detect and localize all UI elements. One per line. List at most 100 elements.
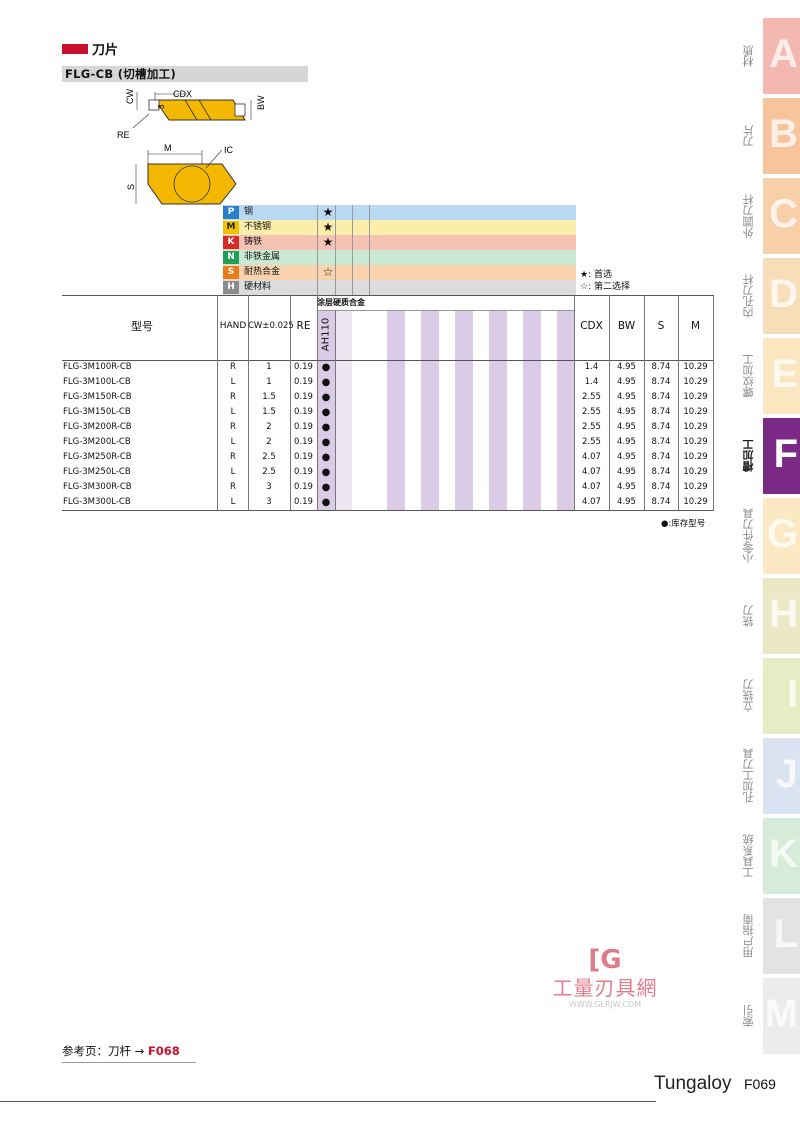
cell-re: 0.19	[294, 392, 313, 402]
cell-hand: R	[230, 362, 236, 372]
cell-re: 0.19	[294, 467, 313, 477]
tab-label: 工具系统	[742, 834, 755, 878]
page-title: 刀片	[92, 43, 119, 58]
cell-cw: 3	[266, 482, 272, 492]
cell-stock: ●	[321, 467, 331, 478]
tab-b[interactable]: 刀片 B	[742, 98, 800, 174]
material-name: 不锈钢	[244, 222, 272, 232]
cell-hand: L	[230, 407, 236, 417]
grid-divider	[369, 205, 370, 295]
tab-letter: C	[769, 192, 798, 236]
tab-label: 材质	[742, 45, 755, 67]
table-row: FLG-3M150L-CB L 1.5 0.19 ● 2.55 4.95 8.7…	[62, 405, 714, 420]
tab-d[interactable]: 内孔刀杆 D	[742, 258, 800, 334]
cell-s: 8.74	[651, 482, 671, 492]
table-row: FLG-3M100L-CB L 1 0.19 ● 1.4 4.95 8.74 1…	[62, 375, 714, 390]
cell-model: FLG-3M200L-CB	[63, 437, 131, 447]
header-cdx: CDX	[580, 320, 603, 332]
cell-stock: ●	[321, 422, 331, 433]
cell-bw: 4.95	[617, 467, 636, 477]
column-divider	[713, 295, 714, 511]
tab-g[interactable]: 小零件刀具 G	[742, 498, 800, 574]
cell-cw: 2	[266, 437, 272, 447]
cell-model: FLG-3M150L-CB	[63, 407, 131, 417]
reference-link[interactable]: 参考页：刀杆 → F068	[62, 1043, 180, 1059]
cell-model: FLG-3M300L-CB	[63, 497, 131, 507]
tab-e[interactable]: 螺纹加工 E	[742, 338, 800, 414]
cell-stock: ●	[321, 497, 331, 508]
column-divider	[317, 295, 318, 511]
cell-cw: 2.5	[262, 452, 276, 462]
tab-letter: E	[771, 352, 798, 396]
table-row: FLG-3M150R-CB R 1.5 0.19 ● 2.55 4.95 8.7…	[62, 390, 714, 405]
cell-cw: 2	[266, 422, 272, 432]
column-divider	[335, 310, 336, 511]
tab-label: 小零件刀具	[742, 508, 755, 564]
material-code-badge: S	[223, 266, 239, 279]
cell-model: FLG-3M100R-CB	[63, 362, 132, 372]
header-model: 型号	[131, 320, 153, 333]
header-bw: BW	[617, 320, 636, 332]
tab-i[interactable]: 立铣刀 I	[742, 658, 800, 734]
material-name: 铸铁	[244, 237, 263, 247]
cell-bw: 4.95	[617, 497, 636, 507]
tab-c[interactable]: 外圆刀杆 C	[742, 178, 800, 254]
header-cw: CW±0.025	[248, 321, 294, 331]
table-row: FLG-3M250R-CB R 2.5 0.19 ● 4.07 4.95 8.7…	[62, 450, 714, 465]
cell-cdx: 2.55	[582, 422, 601, 432]
cell-model: FLG-3M100L-CB	[63, 377, 131, 387]
material-row-p: P 钢 ★	[223, 205, 576, 220]
cw-label: CW	[125, 89, 135, 104]
cell-re: 0.19	[294, 377, 313, 387]
material-row-k: K 铸铁 ★	[223, 235, 576, 250]
cell-cdx: 4.07	[582, 452, 601, 462]
tab-k[interactable]: 工具系统 K	[742, 818, 800, 894]
cell-re: 0.19	[294, 422, 313, 432]
header-hand: HAND	[219, 321, 247, 331]
cell-model: FLG-3M250L-CB	[63, 467, 131, 477]
material-name: 钢	[244, 207, 254, 217]
header-grade-ah110: AH110	[320, 317, 332, 352]
insert-top-view-drawing: CW CDX BW RE 3	[115, 86, 266, 146]
cell-stock: ●	[321, 377, 331, 388]
tab-h[interactable]: 铣刀 H	[742, 578, 800, 654]
reference-page[interactable]: F068	[147, 1044, 180, 1058]
cell-cw: 1	[266, 362, 272, 372]
cell-s: 8.74	[651, 497, 671, 507]
legend-first-choice: ★: 首选	[580, 270, 612, 280]
cell-re: 0.19	[294, 482, 313, 492]
cell-cdx: 2.55	[582, 392, 601, 402]
tab-label: 内孔刀杆	[742, 274, 755, 318]
tab-l[interactable]: 用户指南 L	[742, 898, 800, 974]
cell-m: 10.29	[683, 497, 708, 507]
cell-m: 10.29	[683, 392, 708, 402]
cell-stock: ●	[321, 407, 331, 418]
cell-stock: ●	[321, 362, 331, 373]
material-name: 耐热合金	[244, 267, 281, 277]
cell-model: FLG-3M200R-CB	[63, 422, 132, 432]
tab-label: 外圆刀杆	[742, 194, 755, 238]
tab-m[interactable]: 索引 M	[742, 978, 800, 1054]
tab-label: 孔加工刀具	[742, 748, 755, 804]
header-coated-carbide: 涂层硬质合金	[317, 298, 365, 307]
tab-j[interactable]: 孔加工刀具 J	[742, 738, 800, 814]
column-divider	[609, 295, 610, 511]
tab-a[interactable]: 材质 A	[742, 18, 800, 94]
grid-divider	[352, 205, 353, 295]
tab-label: 铣刀	[742, 605, 755, 627]
cell-s: 8.74	[651, 377, 671, 387]
header-re: RE	[296, 320, 311, 332]
cell-cdx: 4.07	[582, 482, 601, 492]
cell-hand: R	[230, 482, 236, 492]
cell-bw: 4.95	[617, 482, 636, 492]
recommendation-mark: ★	[322, 220, 334, 234]
tab-label: 索引	[742, 1005, 755, 1027]
re-label: RE	[117, 130, 130, 140]
cell-re: 0.19	[294, 452, 313, 462]
cell-bw: 4.95	[617, 407, 636, 417]
cell-m: 10.29	[683, 422, 708, 432]
tab-label: 刀片	[742, 125, 755, 147]
tab-label: 螺纹加工	[742, 354, 755, 398]
tab-f[interactable]: 槽加工 F	[742, 418, 800, 494]
cell-cw: 1.5	[262, 407, 276, 417]
